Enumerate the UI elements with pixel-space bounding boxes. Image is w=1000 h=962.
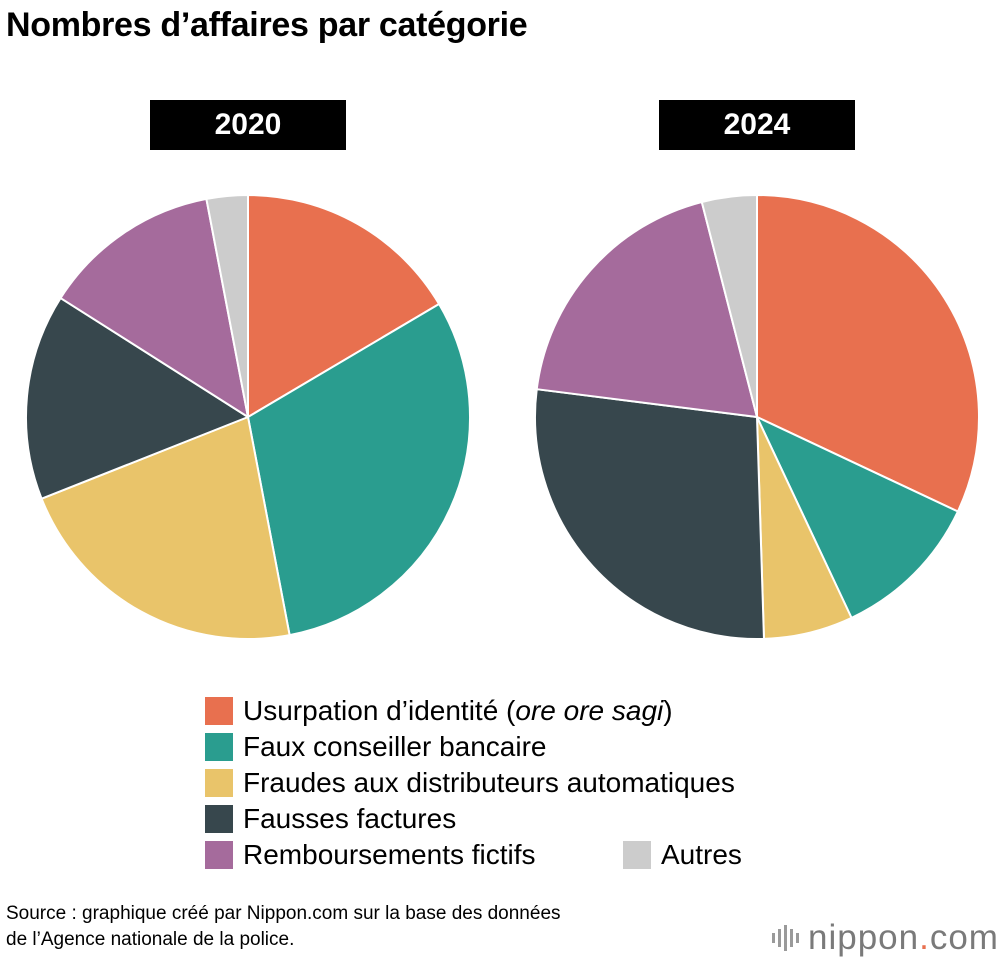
legend-swatch-autres xyxy=(623,841,651,869)
legend-item-autres: Autres xyxy=(623,839,742,871)
pie-2020 xyxy=(25,194,471,640)
legend-item-fausses-factures: Fausses factures xyxy=(205,803,456,835)
legend-swatch-faux-conseiller xyxy=(205,733,233,761)
pie-slice-2024-autres xyxy=(700,194,758,418)
pie-slice-2024-faux-conseiller-bancaire xyxy=(756,416,959,619)
source-line-2: de l’Agence nationale de la police. xyxy=(6,929,295,950)
pie-slice-2020-autres xyxy=(205,194,249,418)
legend-label-faux-conseiller: Faux conseiller bancaire xyxy=(243,731,547,762)
pie-slice-2020-fraudes-aux-distributeurs-automatiques xyxy=(40,416,291,640)
pie-slice-2020-fausses-factures xyxy=(25,297,249,500)
pie-slice-2024-fausses-factures xyxy=(534,388,765,640)
legend-item-fraudes-distributeurs: Fraudes aux distributeurs automatiques xyxy=(205,767,735,799)
pie-title-2024: 2024 xyxy=(659,100,855,150)
logo-dot: . xyxy=(919,918,930,957)
logo-tld: com xyxy=(929,918,999,957)
pie-title-2020: 2020 xyxy=(150,100,346,150)
legend-label-autres: Autres xyxy=(661,839,742,870)
legend-swatch-remboursements xyxy=(205,841,233,869)
source-line-1: Source : graphique créé par Nippon.com s… xyxy=(6,903,561,924)
legend-label-remboursements: Remboursements fictifs xyxy=(243,839,536,870)
legend-item-usurpation: Usurpation d’identité (ore ore sagi) xyxy=(205,695,673,727)
pie-slice-2020-usurpation-d-identite-ore-ore-sagi xyxy=(247,194,441,418)
legend-item-faux-conseiller: Faux conseiller bancaire xyxy=(205,731,547,763)
legend-label-usurpation: Usurpation d’identité (ore ore sagi) xyxy=(243,695,673,726)
legend-swatch-fausses-factures xyxy=(205,805,233,833)
legend-item-remboursements: Remboursements fictifs xyxy=(205,839,536,871)
pie-slice-2020-remboursements-fictifs xyxy=(59,197,249,418)
logo-mark-icon xyxy=(772,925,802,951)
nippon-logo: nippon. com xyxy=(772,918,999,958)
logo-name: nippon xyxy=(808,918,920,957)
legend-swatch-fraudes-distributeurs xyxy=(205,769,233,797)
legend-label-fraudes-distributeurs: Fraudes aux distributeurs automatiques xyxy=(243,767,735,798)
legend-label-fausses-factures: Fausses factures xyxy=(243,803,457,834)
pie-2024 xyxy=(534,194,980,640)
pie-slice-2020-faux-conseiller-bancaire xyxy=(247,302,471,637)
source-note: Source : graphique créé par Nippon.com s… xyxy=(6,901,561,953)
pie-charts xyxy=(25,194,980,640)
chart-title: Nombres d’affaires par catégorie xyxy=(6,6,528,44)
pie-slice-2024-usurpation-d-identite-ore-ore-sagi xyxy=(756,194,980,513)
legend-swatch-usurpation xyxy=(205,697,233,725)
pie-slice-2024-remboursements-fictifs xyxy=(535,200,758,418)
